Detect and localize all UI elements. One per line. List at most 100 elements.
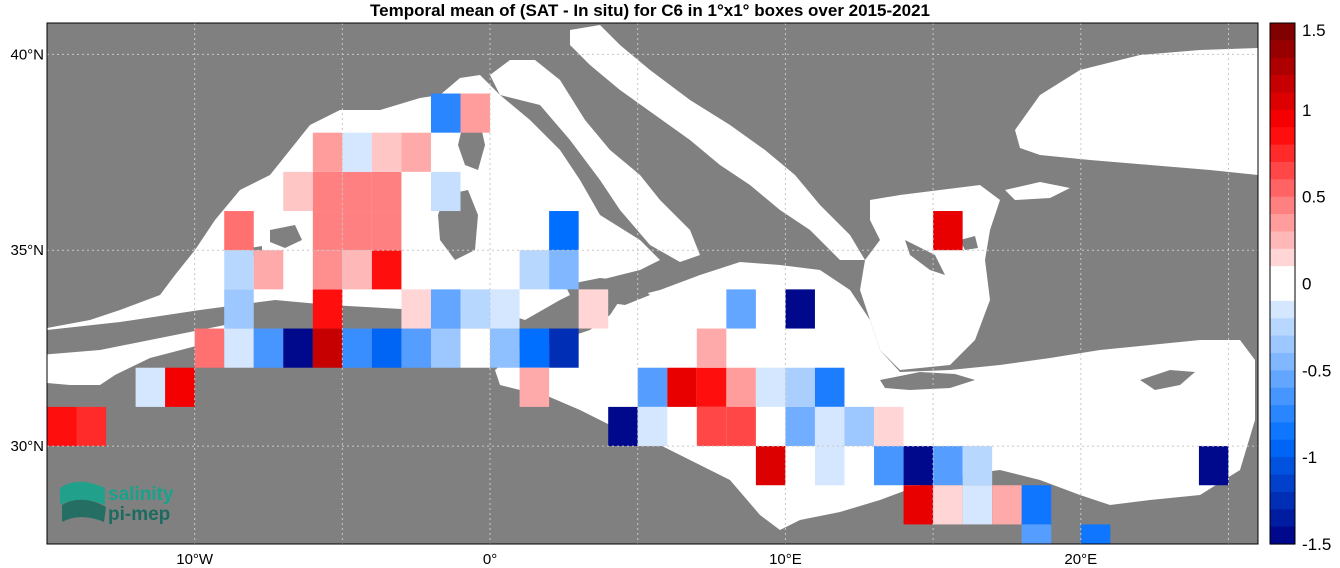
data-box [519,367,550,407]
island-euboea [905,240,945,275]
sea-central-eastern [495,262,1255,530]
data-box [460,328,491,368]
data-box [814,367,845,407]
data-box [933,211,963,251]
colorbar-step [1270,405,1295,424]
data-box [549,328,579,368]
colorbar-tick-label: -1 [1302,448,1317,467]
colorbar-step [1270,127,1295,146]
island-corsica [458,122,485,170]
data-box [785,367,815,407]
data-box [253,328,284,368]
data-box [1198,446,1229,486]
colorbar-step [1270,109,1295,128]
data-box [253,250,284,290]
data-box [814,406,845,447]
data-box [312,171,343,212]
data-box [608,406,638,447]
colorbar: 1.5 1 0.5 0 -0.5 -1 -1.5 [1269,21,1331,554]
logo-line1: salinity [108,484,174,505]
colorbar-steps [1270,23,1295,545]
colorbar-step [1270,335,1295,354]
lon-tick-label: 10°E [769,551,802,568]
logo-wave-icon [60,481,106,522]
colorbar-step [1270,370,1295,389]
island-lesbos [960,236,978,250]
lon-tick-label: 20°E [1064,551,1097,568]
data-box [430,171,461,212]
data-box [224,250,254,290]
colorbar-step [1270,196,1295,215]
colorbar-tick-label: -1.5 [1302,535,1331,554]
colorbar-tick-labels: 1.5 1 0.5 0 -0.5 -1 -1.5 [1302,21,1331,554]
sea-alboran [47,322,240,385]
data-box [312,211,343,251]
data-box [962,485,993,525]
data-box [283,171,313,212]
colorbar-step [1270,457,1295,476]
data-box [667,367,697,407]
data-box [135,367,166,407]
colorbar-tick-label: -0.5 [1302,361,1331,380]
data-box [1080,524,1111,544]
colorbar-step [1270,387,1295,406]
lat-tick-labels: 40°N 35°N 30°N [10,46,44,455]
lat-tick-label: 30°N [10,438,44,455]
colorbar-step [1270,266,1295,285]
data-box [519,328,550,368]
data-box [726,367,756,407]
colorbar-step [1270,92,1295,111]
data-box [47,406,77,447]
data-box [460,289,491,329]
data-box [194,328,225,368]
data-box [342,171,372,212]
data-box [903,485,934,525]
data-box [342,328,372,368]
data-box [637,367,668,407]
lon-tick-label: 0° [483,551,497,568]
data-box [283,328,313,368]
data-box [696,328,727,368]
data-box [992,485,1022,525]
data-box [430,93,461,133]
data-box [933,485,963,525]
data-box [726,289,756,329]
data-box [224,289,254,329]
data-box [430,328,461,368]
data-box [401,289,431,329]
data-box [342,132,372,172]
colorbar-step [1270,509,1295,528]
colorbar-step [1270,57,1295,76]
data-box [371,211,402,251]
colorbar-step [1270,179,1295,198]
data-box [962,446,993,486]
colorbar-step [1270,526,1295,545]
data-box [371,328,402,368]
data-box [549,211,579,251]
lat-tick-label: 35°N [10,242,44,259]
chart-title: Temporal mean of (SAT - In situ) for C6 … [370,1,930,20]
data-box [401,132,431,172]
colorbar-step [1270,144,1295,163]
data-box [460,93,491,133]
data-box [312,250,343,290]
data-box [342,250,372,290]
colorbar-step [1270,283,1295,302]
map-area [47,23,1258,544]
sea-aegean [860,185,1000,370]
data-box [696,367,727,407]
data-box [696,406,727,447]
sea-tyrrhenian [490,60,700,262]
data-box [785,289,815,329]
data-box [755,367,786,407]
sea-shapes [47,25,1258,530]
data-box [371,171,402,212]
data-box [903,446,934,486]
colorbar-step [1270,248,1295,267]
lon-tick-label: 10°W [176,551,214,568]
colorbar-step [1270,422,1295,441]
data-box [430,289,461,329]
lat-tick-label: 40°N [10,46,44,63]
data-box [401,328,431,368]
